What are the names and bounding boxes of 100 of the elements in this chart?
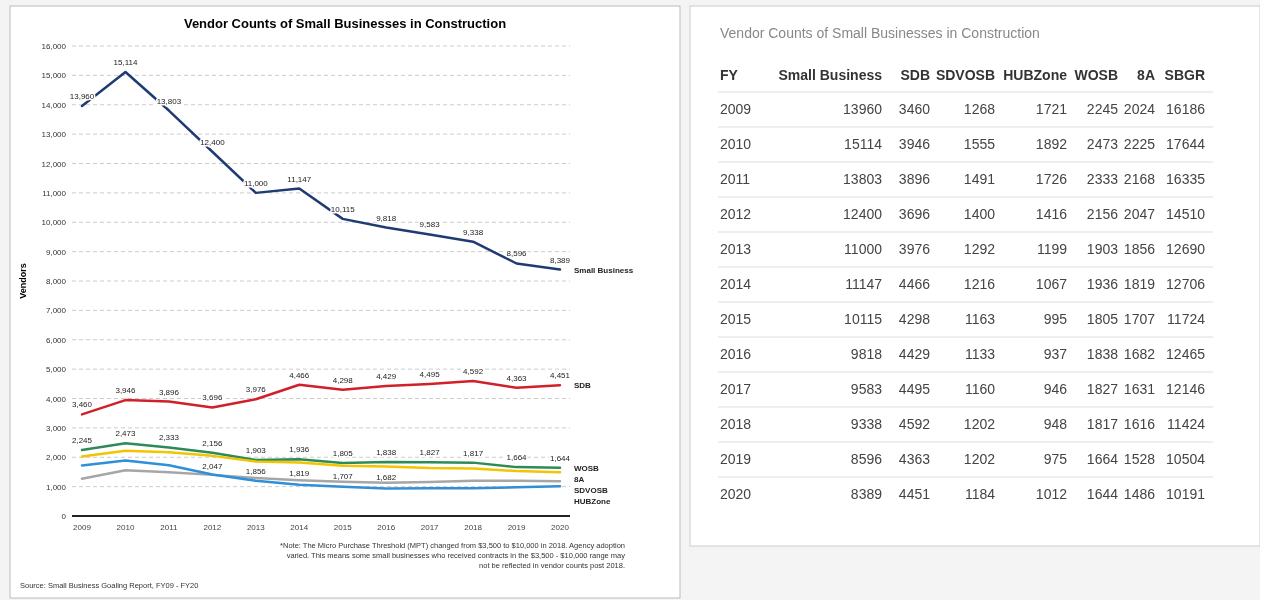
data-label: 1292 — [963, 241, 996, 257]
data-label: 1133 — [964, 346, 996, 362]
data-label: 11147 — [845, 276, 883, 292]
data-label: 948 — [1043, 416, 1068, 432]
data-label: 3946 — [898, 136, 931, 152]
data-label: 17644 — [1166, 136, 1206, 152]
data-label: 1184 — [964, 486, 996, 502]
x-tick-label: 2009 — [73, 523, 92, 532]
data-label: 1528 — [1123, 451, 1156, 467]
data-label: 3,696 — [202, 393, 223, 403]
data-label: 1202 — [963, 416, 996, 432]
data-label: 11,147 — [287, 174, 312, 184]
data-label: 2,473 — [115, 429, 137, 439]
data-label: 3,460 — [71, 400, 93, 410]
data-label: 4466 — [898, 276, 931, 292]
data-label: 1,644 — [549, 453, 571, 463]
data-label: 1,707 — [332, 471, 354, 481]
y-tick-label: 7,000 — [45, 306, 67, 316]
data-label: 10115 — [844, 311, 883, 327]
data-label: 13960 — [843, 101, 883, 117]
y-tick-label: 12,000 — [41, 159, 67, 169]
series-label: Small Business — [574, 265, 634, 275]
data-label: 13,960 — [69, 91, 95, 101]
x-tick-label: 2014 — [290, 523, 309, 532]
data-label: 11724 — [1167, 311, 1206, 327]
y-tick-label: 2017 — [720, 381, 752, 397]
data-label: 4,466 — [289, 370, 310, 380]
x-tick-label: HUBZone — [1003, 67, 1068, 83]
data-label: 2333 — [1086, 171, 1119, 187]
data-label: 1616 — [1123, 416, 1156, 432]
data-label: 3976 — [898, 241, 931, 257]
data-label: 1163 — [964, 311, 996, 327]
data-label: 2245 — [1086, 101, 1119, 117]
x-tick-label: SDB — [900, 67, 930, 83]
x-tick-label: 2013 — [246, 523, 266, 532]
text: HUBZone — [574, 496, 611, 506]
y-tick-label: 15,000 — [41, 71, 67, 81]
y-tick-label: 3,000 — [45, 423, 67, 433]
data-label: 11424 — [1167, 416, 1206, 432]
line-series — [80, 469, 562, 484]
y-tick-label: 2015 — [720, 311, 752, 327]
data-label: 12146 — [1166, 381, 1206, 397]
data-label: 4451 — [898, 486, 931, 502]
data-label: 1,827 — [419, 448, 441, 458]
data-label: 12690 — [1166, 241, 1206, 257]
data-label: 1936 — [1086, 276, 1119, 292]
data-label: 15114 — [844, 136, 883, 152]
data-label: 15,114 — [113, 58, 138, 68]
data-label: 14510 — [1166, 206, 1206, 222]
data-label: 1838 — [1086, 346, 1119, 362]
data-label: 1486 — [1123, 486, 1156, 502]
data-label: 16335 — [1166, 171, 1206, 187]
data-label: 1726 — [1035, 171, 1068, 187]
data-label: 2,156 — [202, 438, 223, 448]
data-label: 12465 — [1166, 346, 1206, 362]
y-tick-label: 4,000 — [45, 394, 67, 404]
x-tick-label: SBGR — [1164, 67, 1205, 83]
data-label: 9,818 — [376, 213, 397, 223]
data-label: 1268 — [963, 101, 996, 117]
data-label: 946 — [1043, 381, 1068, 397]
data-label: 10191 — [1166, 486, 1206, 502]
y-tick-label: 2012 — [720, 206, 752, 222]
y-tick-label: 2013 — [720, 241, 752, 257]
y-tick-label: 13,000 — [41, 130, 67, 140]
y-tick-label: 2011 — [720, 171, 751, 187]
data-label: 1555 — [963, 136, 996, 152]
data-label: 9,338 — [463, 227, 484, 237]
data-label: 2024 — [1123, 101, 1156, 117]
x-tick-label: 2010 — [116, 523, 135, 532]
data-label: 4,363 — [506, 373, 528, 383]
x-tick-label: 2019 — [507, 523, 526, 532]
y-tick-label: 9,000 — [45, 247, 67, 257]
y-tick-label: 6,000 — [45, 335, 67, 345]
data-label: 8,596 — [506, 249, 528, 259]
x-tick-label: 2012 — [203, 523, 222, 532]
data-label: 3696 — [898, 206, 931, 222]
x-tick-label: 8A — [1137, 67, 1155, 83]
data-label: 4363 — [898, 451, 931, 467]
data-label: 1,856 — [245, 467, 267, 477]
x-tick-label: 2018 — [464, 523, 483, 532]
data-label: 4,592 — [463, 367, 484, 377]
chart-title: Vendor Counts of Small Businesses in Construction — [183, 16, 507, 31]
data-label: 16186 — [1166, 101, 1206, 117]
data-label: 1682 — [1123, 346, 1156, 362]
data-label: 1,838 — [376, 448, 397, 458]
data-label: 1199 — [1036, 241, 1068, 257]
y-axis-title: Vendors — [18, 263, 28, 299]
data-label: 1,819 — [289, 468, 310, 478]
data-label: 2,245 — [71, 436, 93, 446]
data-label: 10504 — [1166, 451, 1206, 467]
data-label: 1892 — [1035, 136, 1068, 152]
data-label: 3,896 — [158, 387, 180, 397]
y-tick-label: 16,000 — [41, 42, 67, 51]
y-tick-label: 2014 — [720, 276, 752, 292]
data-label: 12400 — [843, 206, 883, 222]
data-label: 4495 — [898, 381, 931, 397]
data-label: 1817 — [1086, 416, 1119, 432]
data-label: 11000 — [844, 241, 883, 257]
data-label: 1805 — [1086, 311, 1119, 327]
data-label: 2225 — [1123, 136, 1156, 152]
